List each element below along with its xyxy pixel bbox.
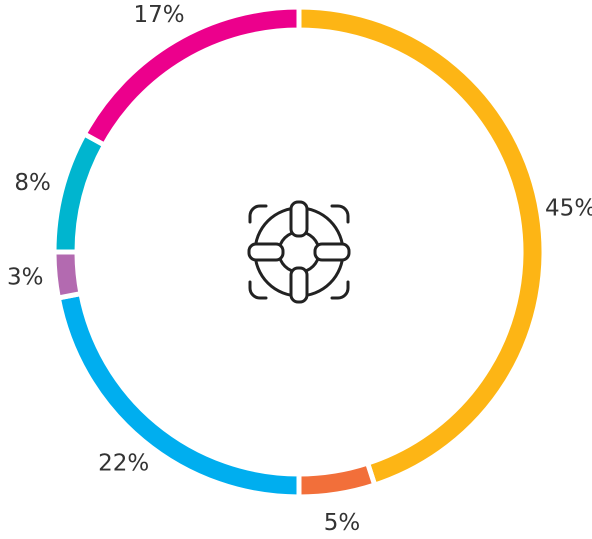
donut-segment bbox=[55, 290, 302, 500]
data-label: 5% bbox=[324, 510, 361, 536]
donut-segment bbox=[51, 130, 108, 255]
donut-segment bbox=[51, 249, 84, 301]
donut-segment bbox=[296, 459, 378, 500]
center-icon bbox=[247, 200, 351, 304]
data-label: 3% bbox=[7, 264, 44, 290]
data-label: 45% bbox=[545, 195, 592, 221]
data-label: 17% bbox=[133, 2, 184, 28]
data-label: 22% bbox=[98, 450, 149, 476]
data-label: 8% bbox=[14, 170, 51, 196]
donut-segment bbox=[80, 4, 302, 149]
